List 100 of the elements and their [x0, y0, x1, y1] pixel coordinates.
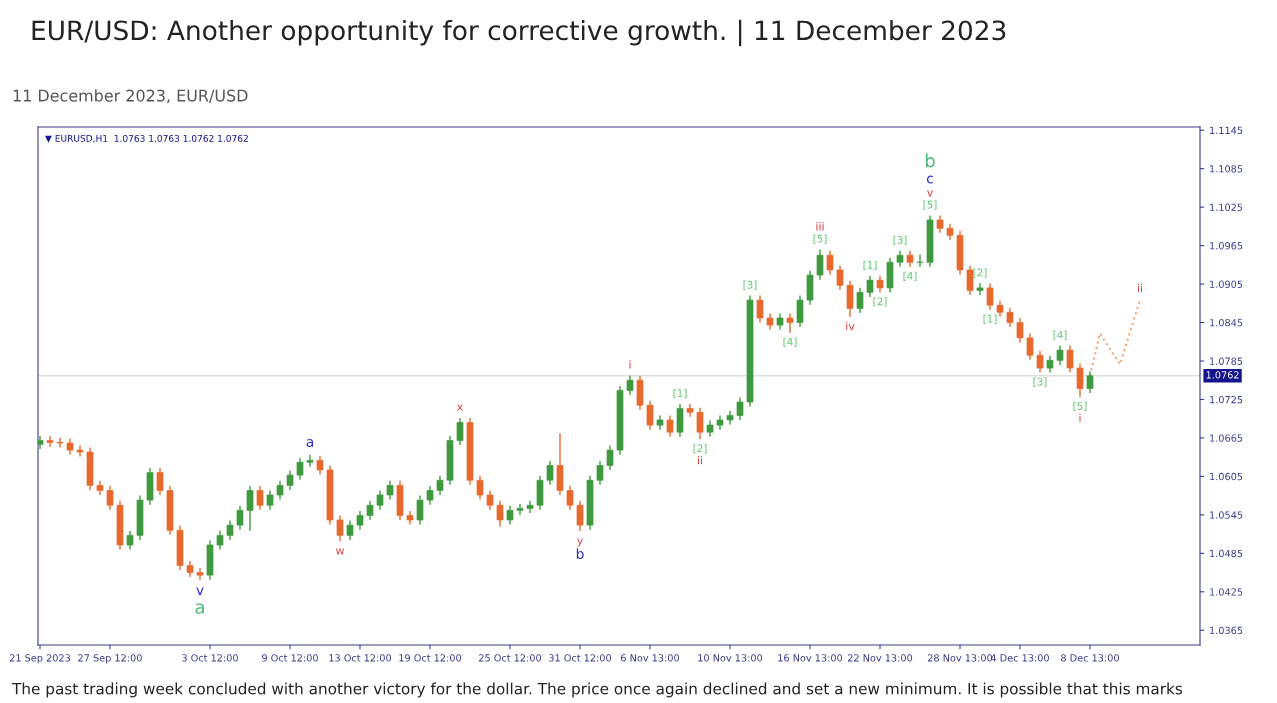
- annotation: [5]: [813, 234, 827, 244]
- annotation: b: [576, 548, 584, 560]
- annotation: b: [925, 153, 935, 168]
- annotation: [1]: [673, 388, 687, 399]
- candlestick: [76, 445, 84, 457]
- y-tick-label: 1.0425: [1210, 588, 1243, 596]
- y-tick-label: 1.0905: [1210, 280, 1243, 288]
- annotation: [4]: [783, 337, 797, 347]
- candlestick: [546, 460, 554, 485]
- x-tick-label: 25 Oct 12:00: [479, 654, 542, 662]
- annotation: iv: [846, 321, 855, 331]
- y-tick-label: 1.1085: [1210, 165, 1243, 173]
- annotation: [1]: [863, 260, 877, 271]
- annotation: ii: [1137, 283, 1143, 293]
- candlestick: [666, 415, 674, 437]
- y-tick-label: 1.0485: [1210, 549, 1243, 558]
- candlestick: [836, 265, 844, 290]
- x-tick-label: 8 Dec 13:00: [1061, 654, 1119, 662]
- candlestick: [46, 435, 54, 447]
- y-tick-label: 1.0665: [1210, 434, 1243, 442]
- annotation: a: [195, 603, 204, 614]
- candlestick: [196, 568, 204, 580]
- x-tick-label: 6 Nov 13:00: [621, 654, 680, 662]
- candlestick: [696, 407, 704, 440]
- candlestick: [866, 275, 874, 297]
- candlestick: [1086, 371, 1094, 394]
- candlestick: [416, 495, 424, 525]
- y-tick-label: 1.0965: [1210, 242, 1243, 250]
- candlestick: [796, 295, 804, 328]
- candlestick: [986, 283, 994, 310]
- candlestick: [1036, 350, 1044, 373]
- annotation: [5]: [1073, 401, 1087, 412]
- candlestick: [236, 505, 244, 530]
- candlestick: [406, 510, 414, 525]
- candlestick: [1016, 317, 1024, 343]
- candlestick: [526, 500, 534, 513]
- annotation: ▼ EURUSD,H1 1.0763 1.0763 1.0762 1.0762: [45, 134, 248, 143]
- x-tick-label: 4 Dec 13:00: [990, 654, 1049, 662]
- candlestick: [826, 250, 834, 275]
- annotation: i: [629, 360, 631, 369]
- annotation: [4]: [1053, 330, 1067, 340]
- x-tick-label: 10 Nov 13:00: [698, 654, 763, 662]
- candlestick: [1076, 363, 1084, 397]
- candlestick: [916, 254, 924, 267]
- candlestick: [38, 435, 44, 449]
- candlestick: [56, 437, 64, 448]
- candlestick: [676, 403, 684, 437]
- annotation: [2]: [693, 444, 707, 454]
- y-tick-label: 1.0365: [1210, 626, 1243, 635]
- annotation: v: [927, 190, 933, 197]
- candlestick: [1066, 345, 1074, 373]
- candlestick: [726, 410, 734, 425]
- candlestick: [156, 468, 164, 496]
- annotation: ii: [697, 455, 703, 465]
- candlestick: [846, 280, 854, 317]
- x-tick-label: 22 Nov 13:00: [847, 654, 913, 662]
- y-tick-label: 1.1025: [1210, 203, 1243, 211]
- candlestick: [256, 485, 264, 510]
- y-tick-label: 1.0845: [1210, 319, 1243, 327]
- candlestick: [596, 460, 604, 485]
- y-tick-label: 1.0785: [1210, 357, 1243, 365]
- x-tick-label: 28 Nov 13:00: [927, 654, 993, 662]
- annotation: [4]: [903, 271, 917, 281]
- chart-title: EUR/USD: Another opportunity for corrective growth. | 11 December 2023: [32, 19, 1006, 47]
- annotation: i: [1079, 413, 1081, 423]
- x-tick-label: 16 Nov 13:00: [778, 654, 843, 662]
- annotation: v: [196, 587, 204, 596]
- candlestick: [106, 485, 114, 510]
- candlestick: [336, 515, 344, 542]
- candlestick: [756, 295, 764, 323]
- y-tick-label: 1.0545: [1210, 511, 1243, 519]
- annotation: iii: [816, 221, 824, 231]
- x-tick-label: 9 Oct 12:00: [262, 654, 318, 662]
- annotation: [3]: [1033, 377, 1047, 387]
- annotation: w: [335, 548, 345, 555]
- x-tick-label: 21 Sep 2023: [9, 654, 71, 664]
- candlestick: [786, 313, 794, 333]
- annotation: c: [926, 175, 933, 184]
- y-tick-label: 1.0725: [1210, 395, 1243, 404]
- candlestick: [966, 265, 974, 296]
- candlestick: [646, 400, 654, 430]
- x-tick-label: 31 Oct 12:00: [549, 654, 612, 662]
- annotation: [1]: [983, 314, 997, 324]
- chart-subtitle: 11 December 2023, EUR/USD: [13, 89, 248, 104]
- candlestick: [516, 503, 524, 515]
- candlestick: [576, 500, 584, 531]
- candlestick: [816, 249, 824, 280]
- ref-line-label: 1.0762: [1206, 371, 1239, 379]
- candlestick: [566, 485, 574, 510]
- candlestick: [736, 397, 744, 421]
- annotation: [2]: [873, 297, 887, 307]
- x-tick-label: 13 Oct 12:00: [329, 654, 392, 662]
- x-tick-label: 3 Oct 12:00: [182, 654, 238, 662]
- candlestick: [296, 457, 304, 480]
- x-tick-label: 27 Sep 12:00: [78, 654, 142, 664]
- candlestick: [856, 287, 864, 313]
- y-tick-label: 1.1145: [1210, 126, 1243, 135]
- candlestick: [496, 500, 504, 527]
- candlestick: [686, 403, 694, 417]
- candlestick: [606, 445, 614, 471]
